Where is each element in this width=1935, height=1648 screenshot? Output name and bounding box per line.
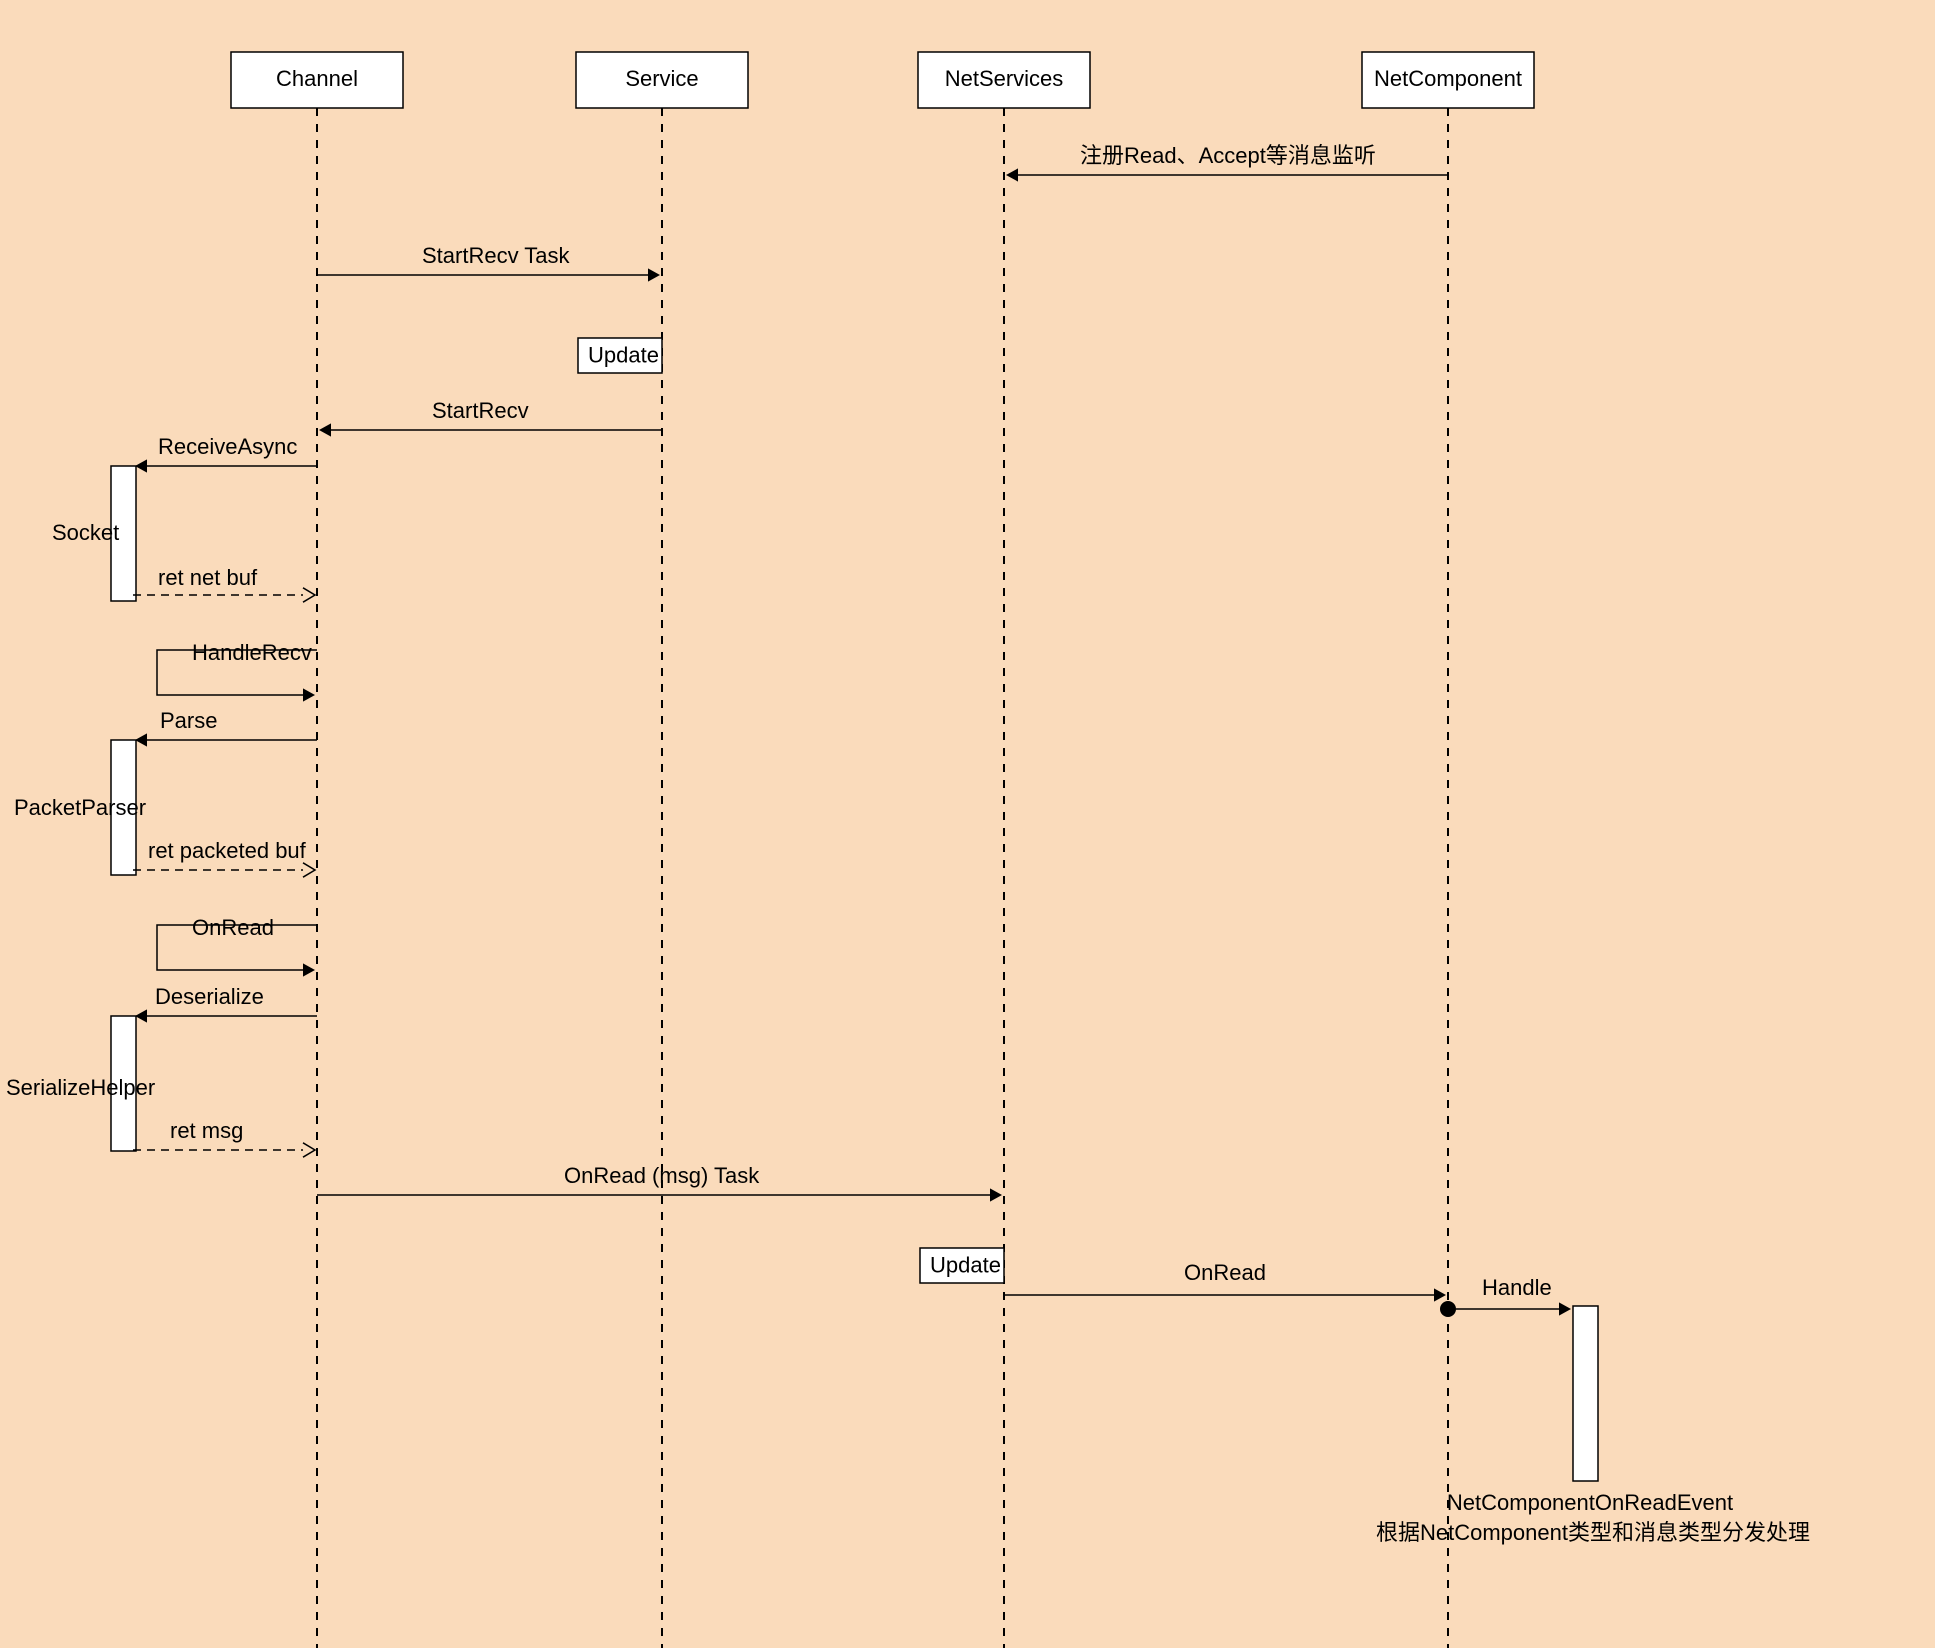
- self-message-label-update1: Update: [588, 343, 659, 368]
- found-dot-handle: [1440, 1301, 1456, 1317]
- message-label-onread2: OnRead: [1184, 1260, 1266, 1285]
- netcomp-event-label: NetComponentOnReadEvent: [1447, 1490, 1733, 1515]
- message-label-ret-msg: ret msg: [170, 1118, 243, 1143]
- message-label-ret-packeted-buf: ret packeted buf: [148, 838, 307, 863]
- self-message-label-update2: Update: [930, 1253, 1001, 1278]
- message-label-deserialize: Deserialize: [155, 984, 264, 1009]
- note-serializehelper-note: SerializeHelper: [6, 1075, 155, 1100]
- participant-label-netcomponent: NetComponent: [1374, 66, 1522, 91]
- message-label-register-listener: 注册Read、Accept等消息监听: [1080, 143, 1376, 168]
- note-packetparser-note: PacketParser: [14, 795, 146, 820]
- sequence-diagram: Channel Service NetServices NetComponent 注册R…: [0, 0, 1935, 1648]
- participant-label-service: Service: [625, 66, 698, 91]
- message-label-startrecv: StartRecv: [432, 398, 529, 423]
- message-label-ret-net-buf: ret net buf: [158, 565, 258, 590]
- message-label-receiveasync: ReceiveAsync: [158, 434, 297, 459]
- activation-box: [1573, 1306, 1598, 1481]
- participant-label-netservices: NetServices: [945, 66, 1064, 91]
- message-label-onread-msg-task: OnRead (msg) Task: [564, 1163, 760, 1188]
- note-socket-note: Socket: [52, 520, 119, 545]
- dispatch-note: 根据NetComponent类型和消息类型分发处理: [1376, 1520, 1810, 1545]
- found-label-handle: Handle: [1482, 1275, 1552, 1300]
- message-label-parse: Parse: [160, 708, 217, 733]
- selfloop-label-onread-self: OnRead: [192, 915, 274, 940]
- selfloop-label-handlerecv: HandleRecv: [192, 640, 312, 665]
- participant-label-channel: Channel: [276, 66, 358, 91]
- message-label-startrecv-task: StartRecv Task: [422, 243, 571, 268]
